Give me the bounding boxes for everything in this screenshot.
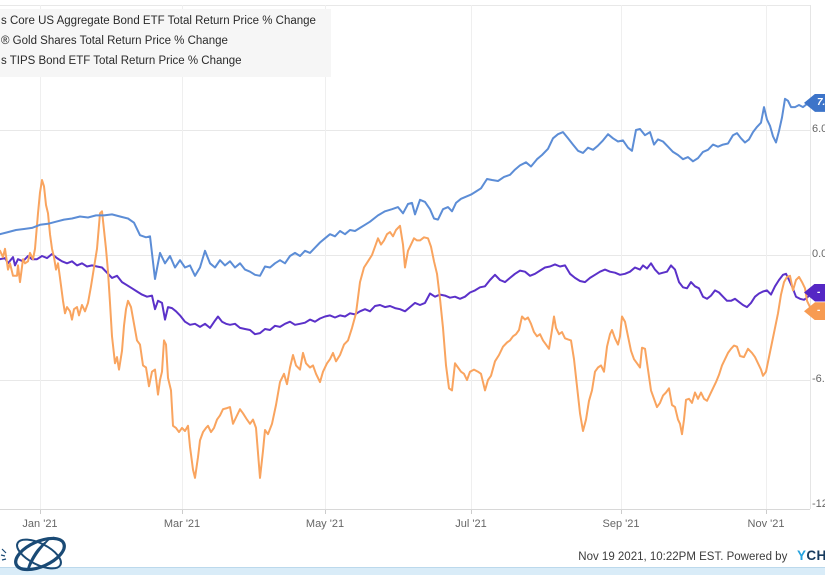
chart-legend: s Core US Aggregate Bond ETF Total Retur… [0, 9, 331, 77]
x-tick-jan21: Jan '21 [22, 518, 58, 530]
legend-item-agg: s Core US Aggregate Bond ETF Total Retur… [1, 15, 316, 27]
y-tick-neg12pct: -12.00% [812, 498, 825, 510]
legend-item-gld: ® Gold Shares Total Return Price % Chang… [1, 35, 228, 47]
legend-item-tip: s TIPS Bond ETF Total Return Price % Cha… [1, 55, 242, 67]
y-tick-0pct: 0.00% [812, 248, 825, 260]
series-line [0, 97, 811, 280]
quill-feather [27, 536, 55, 569]
y-tick-6pct: 6.00% [812, 123, 825, 135]
x-tick-nov21: Nov '21 [747, 518, 785, 530]
timestamp-text: Nov 19 2021, 10:22PM EST. Powered by [578, 551, 788, 563]
y-tick-neg6pct: -6.00% [812, 373, 825, 385]
x-tick-jul21: Jul '21 [455, 518, 487, 530]
x-tick-mar21: Mar '21 [163, 518, 201, 530]
bottom-page-strip [0, 567, 825, 575]
motley-fool-logo [0, 536, 66, 572]
x-tick-may21: May '21 [305, 518, 345, 530]
ycharts-logo-y: Y [796, 548, 807, 563]
footer-attribution: Nov 19 2021, 10:22PM EST. Powered by YCH… [578, 548, 825, 564]
x-tick-sep21: Sep '21 [602, 518, 640, 530]
series-line [0, 179, 811, 479]
series-line [0, 253, 811, 336]
ycharts-logo-text: CHARTS [806, 548, 825, 563]
